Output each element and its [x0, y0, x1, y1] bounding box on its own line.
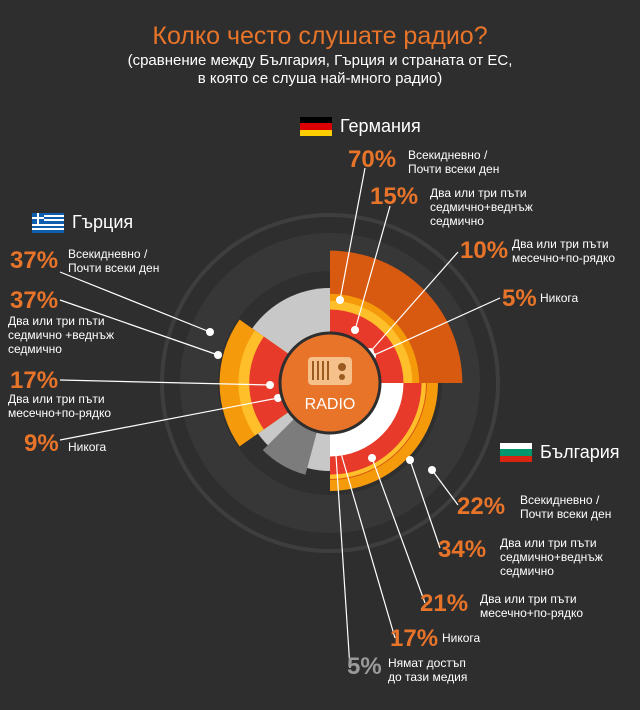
leader-dot [351, 326, 359, 334]
country-header-bulgaria: България [500, 442, 620, 463]
subtitle-line-1: (сравнение между България, Гърция и стра… [127, 52, 513, 69]
radio-icon [308, 357, 352, 385]
country-name: Гърция [72, 212, 134, 232]
pct-label-germany-monthly: 10% [460, 237, 509, 264]
leader-line [409, 459, 441, 549]
pct-label-bulgaria-daily: 22% [457, 493, 506, 520]
pct-label-germany-never: 5% [502, 285, 537, 312]
pct-label-bulgaria-weekly: 34% [438, 536, 487, 563]
radio-knob-icon [338, 363, 346, 371]
pct-label-germany-daily: 70% [348, 146, 397, 173]
leader-line [339, 167, 366, 301]
leader-line [431, 469, 459, 506]
category-label-bulgaria-monthly: Два или три пъти месечно+по-рядко [480, 592, 584, 620]
leader-dot [336, 296, 344, 304]
leader-line [59, 299, 219, 356]
leader-dot [406, 456, 414, 464]
leader-dot [331, 436, 339, 444]
hub-label: RADIO [305, 396, 356, 413]
pct-label-greece-monthly: 17% [10, 367, 59, 394]
pct-label-greece-never: 9% [24, 430, 59, 457]
leader-line [59, 397, 279, 441]
leader-line [371, 297, 501, 357]
category-label-germany-daily: Всекидневно / Почти всеки ден [408, 148, 500, 176]
category-label-greece-monthly: Два или три пъти месечно+по-рядко [8, 392, 112, 420]
leader-dot [428, 466, 436, 474]
leader-line [339, 449, 396, 639]
subtitle-line-2: в която се слуша най-много радио) [197, 70, 443, 87]
chart-title: Колко често слушате радио? [152, 22, 488, 50]
category-label-germany-never: Никога [540, 291, 579, 305]
leader-dot [336, 446, 344, 454]
germany-flag-icon [300, 116, 332, 137]
leader-lines-layer [59, 167, 501, 669]
wedges-layer [219, 250, 463, 491]
category-label-germany-monthly: Два или три пъти месечно+по-рядко [512, 237, 616, 265]
leader-line [334, 439, 351, 669]
pct-label-bulgaria-monthly: 21% [420, 590, 469, 617]
leader-dot [274, 394, 282, 402]
radio-hub: RADIO [278, 331, 382, 435]
category-label-greece-never: Никога [68, 440, 107, 454]
country-name: България [540, 442, 620, 462]
chart-subtitle: (сравнение между България, Гърция и стра… [0, 52, 640, 88]
pct-label-bulgaria-no_access: 5% [347, 653, 382, 680]
leader-dot [214, 351, 222, 359]
category-label-bulgaria-no_access: Нямат достъп до тази медия [388, 656, 468, 684]
greece-flag-icon [32, 212, 64, 233]
leader-dot [266, 381, 274, 389]
category-label-bulgaria-weekly: Два или три пъти седмично+веднъж седмично [500, 536, 603, 578]
pct-label-germany-weekly: 15% [370, 183, 419, 210]
leader-line [59, 271, 211, 333]
leader-line [354, 205, 391, 331]
leader-line [371, 457, 426, 604]
pct-label-bulgaria-never: 17% [390, 625, 439, 652]
bulgaria-flag-icon [500, 442, 532, 463]
pct-label-greece-daily: 37% [10, 247, 59, 274]
leader-dot [206, 328, 214, 336]
radio-knob-icon [339, 374, 345, 380]
category-label-bulgaria-never: Никога [442, 631, 481, 645]
category-label-bulgaria-daily: Всекидневно / Почти всеки ден [520, 493, 612, 521]
category-label-greece-weekly: Два или три пъти седмично +веднъж седмично [8, 314, 115, 356]
leader-dot [368, 454, 376, 462]
country-header-germany: Германия [300, 116, 421, 137]
category-label-germany-weekly: Два или три пъти седмично+веднъж седмично [430, 186, 533, 228]
category-label-greece-daily: Всекидневно / Почти всеки ден [68, 247, 160, 275]
leader-line [369, 251, 459, 353]
pct-label-greece-weekly: 37% [10, 287, 59, 314]
country-header-greece: Гърция [32, 212, 133, 233]
leader-line [59, 379, 271, 386]
country-name: Германия [340, 116, 421, 136]
